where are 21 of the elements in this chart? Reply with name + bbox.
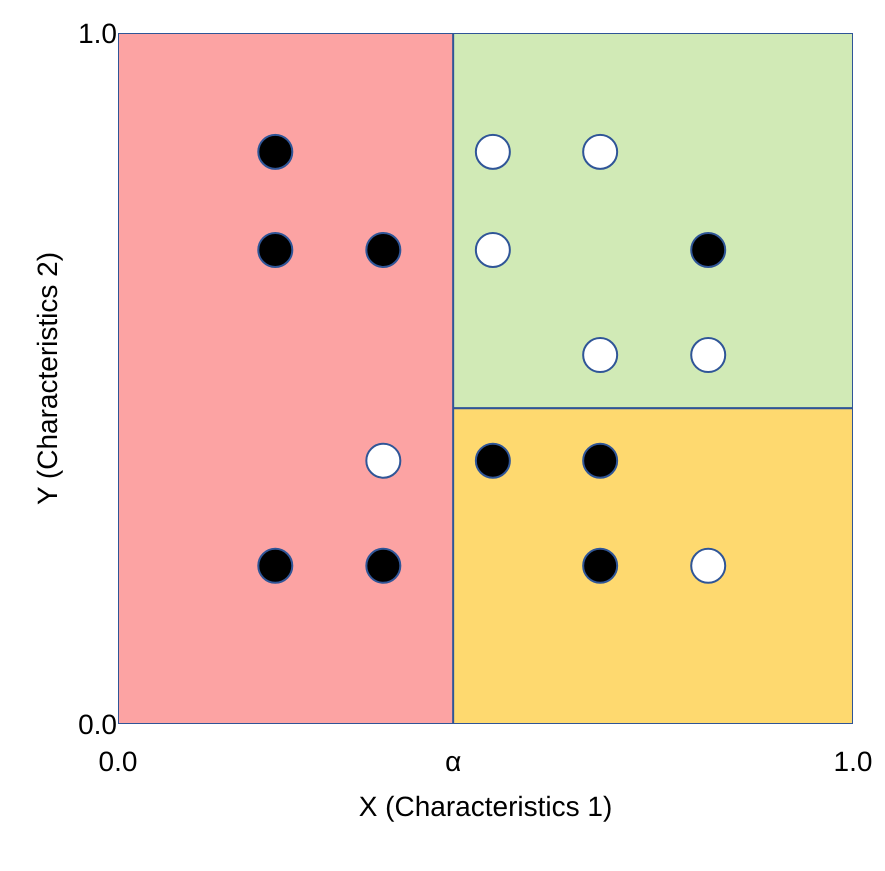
point xyxy=(690,548,726,584)
point xyxy=(474,442,511,479)
point xyxy=(582,442,618,479)
point xyxy=(365,442,402,479)
point xyxy=(582,134,618,170)
x-axis-title: X (Characteristics 1) xyxy=(358,791,612,822)
x-tick-label: 0.0 xyxy=(98,746,138,777)
x-tick-label: 1.0 xyxy=(834,746,872,777)
point xyxy=(690,232,726,268)
point xyxy=(474,232,511,268)
point xyxy=(690,337,726,373)
point xyxy=(365,548,402,584)
point xyxy=(257,134,294,170)
x-tick-label: α xyxy=(445,746,462,777)
point xyxy=(582,548,618,584)
point xyxy=(365,232,402,268)
point xyxy=(257,548,294,584)
point xyxy=(474,134,511,170)
point xyxy=(582,337,618,373)
y-axis-title: Y (Characteristics 2) xyxy=(32,252,63,506)
point xyxy=(257,232,294,268)
